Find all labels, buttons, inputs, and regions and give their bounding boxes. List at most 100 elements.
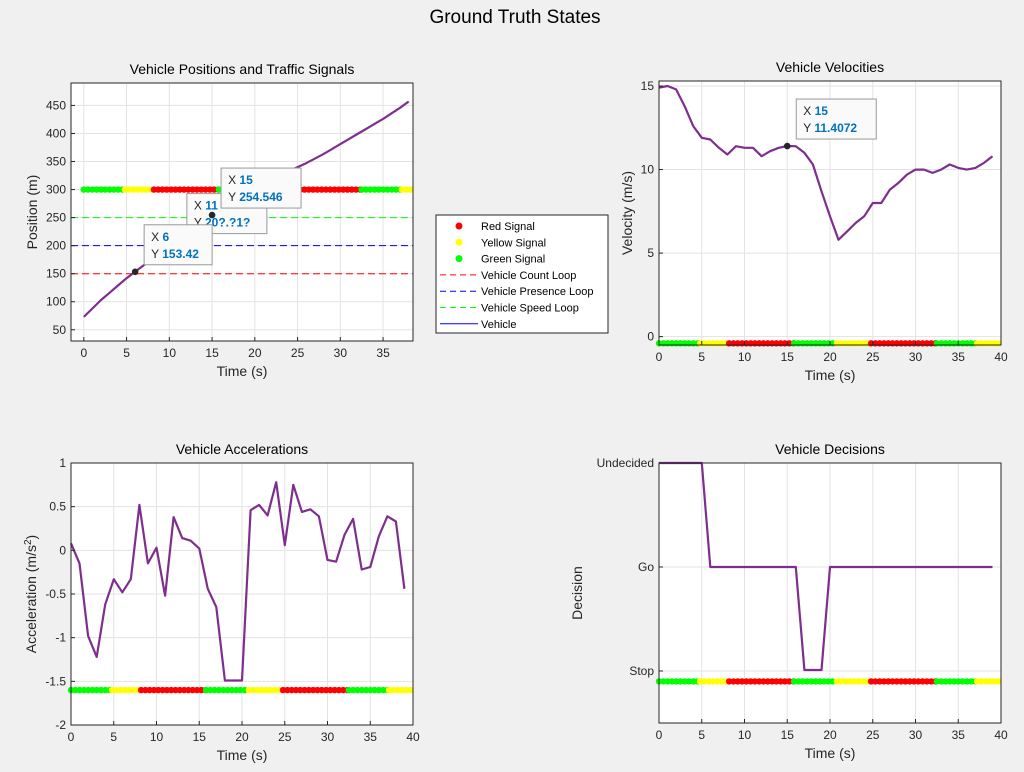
signal-dot — [407, 686, 414, 694]
x-tick-label: 30 — [321, 730, 335, 744]
x-tick-label: 10 — [738, 350, 752, 364]
chart-title: Vehicle Accelerations — [176, 441, 308, 457]
chart-title: Vehicle Velocities — [776, 59, 884, 75]
x-tick-label: 15 — [781, 728, 795, 742]
signal-segment-green — [345, 686, 391, 694]
x-tick-label: 25 — [866, 728, 880, 742]
signal-segment-yellow — [973, 340, 1002, 347]
x-tick-label: 5 — [123, 346, 130, 360]
datatip-y: Y 153.42 — [151, 247, 199, 261]
x-tick-label: 40 — [994, 350, 1008, 364]
signal-segment-green — [933, 340, 979, 347]
signal-segment-red — [867, 340, 939, 347]
signal-segment-green — [67, 686, 113, 694]
legend-entry[interactable]: Vehicle Speed Loop — [440, 303, 579, 315]
signal-segment-yellow — [398, 186, 414, 193]
x-tick-label: 25 — [278, 730, 292, 744]
signal-dot — [995, 678, 1002, 685]
x-tick-label: 35 — [364, 730, 378, 744]
signal-dot — [407, 186, 414, 193]
x-tick-label: 15 — [205, 346, 219, 360]
y-tick-label: 10 — [641, 163, 655, 177]
legend-marker — [455, 238, 463, 246]
legend-label: Green Signal — [481, 254, 545, 266]
x-tick-label: 0 — [68, 730, 75, 744]
x-tick-label: 5 — [110, 730, 117, 744]
signal-segment-yellow — [833, 678, 871, 685]
vehicle-line[interactable] — [659, 461, 993, 672]
legend-marker — [455, 222, 463, 230]
y-axis-label: Velocity (m/s) — [619, 171, 635, 255]
x-tick-label: 30 — [334, 346, 348, 360]
datatip-x: X 6 — [151, 230, 169, 244]
datatip[interactable]: X 15 Y 254.546 — [208, 167, 302, 219]
signal-segment-green — [655, 340, 701, 347]
datatip-box — [220, 167, 302, 209]
x-tick-label: 30 — [909, 728, 923, 742]
datatip-marker[interactable] — [783, 142, 791, 150]
x-tick-label: 5 — [698, 350, 705, 364]
x-axis-label: Time (s) — [217, 747, 268, 763]
y-tick-label: 250 — [46, 211, 66, 225]
y-tick-label: 300 — [46, 183, 66, 197]
datatip-marker[interactable] — [208, 211, 216, 219]
y-tick-label: 100 — [46, 295, 66, 309]
y-tick-label: 1 — [59, 456, 66, 470]
signal-segment-yellow — [121, 186, 154, 193]
x-axis-label: Time (s) — [805, 745, 856, 761]
legend-entry[interactable]: Vehicle Presence Loop — [440, 286, 594, 298]
legend-entry[interactable]: Vehicle Count Loop — [440, 270, 576, 282]
y-tick-label: -1.5 — [45, 674, 66, 688]
x-tick-label: 35 — [376, 346, 390, 360]
x-axis-label: Time (s) — [805, 367, 856, 383]
x-tick-label: 0 — [656, 728, 663, 742]
datatip-box — [143, 224, 213, 266]
y-tick-label: Stop — [629, 664, 654, 678]
legend-box — [435, 214, 609, 334]
legend-entry[interactable]: Red Signal — [455, 221, 535, 233]
signal-segment-green — [790, 340, 836, 347]
chart-accelerations[interactable]: 0 5 10 15 20 25 30 35 40 -2 -1.5 -1 -0.5 0 0.5 1 Vehicle… — [23, 441, 420, 763]
x-tick-label: 10 — [150, 730, 164, 744]
y-tick-label: -1 — [55, 631, 66, 645]
legend-label: Yellow Signal — [481, 237, 546, 249]
x-tick-label: 40 — [406, 730, 420, 744]
figure-title: Ground Truth States — [429, 7, 600, 28]
signal-segment-green — [790, 678, 836, 685]
signal-segment-green — [655, 678, 701, 685]
datatip-marker[interactable] — [131, 268, 139, 276]
chart-title: Vehicle Decisions — [775, 441, 885, 457]
x-tick-label: 40 — [994, 728, 1008, 742]
vehicle-line[interactable] — [69, 481, 406, 682]
signal-segment-yellow — [833, 340, 871, 347]
x-tick-label: 10 — [163, 346, 177, 360]
signal-segment-red — [725, 678, 797, 685]
datatip-box — [795, 98, 877, 140]
datatip[interactable]: X 6 Y 153.42 — [131, 224, 213, 276]
legend[interactable]: Red Signal Yellow Signal Green Signal Vehic… — [435, 214, 609, 334]
chart-decisions[interactable]: 0 5 10 15 20 25 30 35 40 Stop Go Undecided Vehicle D… — [569, 441, 1008, 761]
datatip[interactable]: X 15 Y 11.4072 — [783, 98, 877, 150]
chart-velocities[interactable]: 0 5 10 15 20 25 30 35 40 0 5 10 15 Vehicle Velocities… — [619, 59, 1008, 383]
legend-entry[interactable]: Green Signal — [455, 254, 546, 266]
x-axis-label: Time (s) — [217, 363, 268, 379]
signal-segment-red — [137, 686, 209, 694]
y-tick-label: 200 — [46, 239, 66, 253]
signal-segment-red — [292, 186, 364, 193]
chart-positions[interactable]: 0 5 10 15 20 25 30 35 50 100 150 200 250 300 350 400 450… — [24, 61, 414, 379]
y-tick-label: 15 — [641, 79, 655, 93]
y-tick-label: 400 — [46, 126, 66, 140]
signal-segment-green — [933, 678, 979, 685]
legend-entry[interactable]: Vehicle — [440, 319, 516, 331]
datatip-x: X 11 — [194, 199, 218, 213]
y-tick-label: 0.5 — [49, 500, 66, 514]
x-tick-label: 35 — [952, 350, 966, 364]
legend-entry[interactable]: Yellow Signal — [455, 237, 547, 249]
y-axis-label: Acceleration (m/s2) — [23, 535, 39, 653]
y-tick-label: 450 — [46, 98, 66, 112]
legend-label: Vehicle Presence Loop — [481, 286, 594, 298]
legend-label: Vehicle Count Loop — [481, 270, 576, 282]
vehicle-line[interactable] — [658, 84, 994, 241]
y-axis-label: Decision — [569, 566, 585, 620]
